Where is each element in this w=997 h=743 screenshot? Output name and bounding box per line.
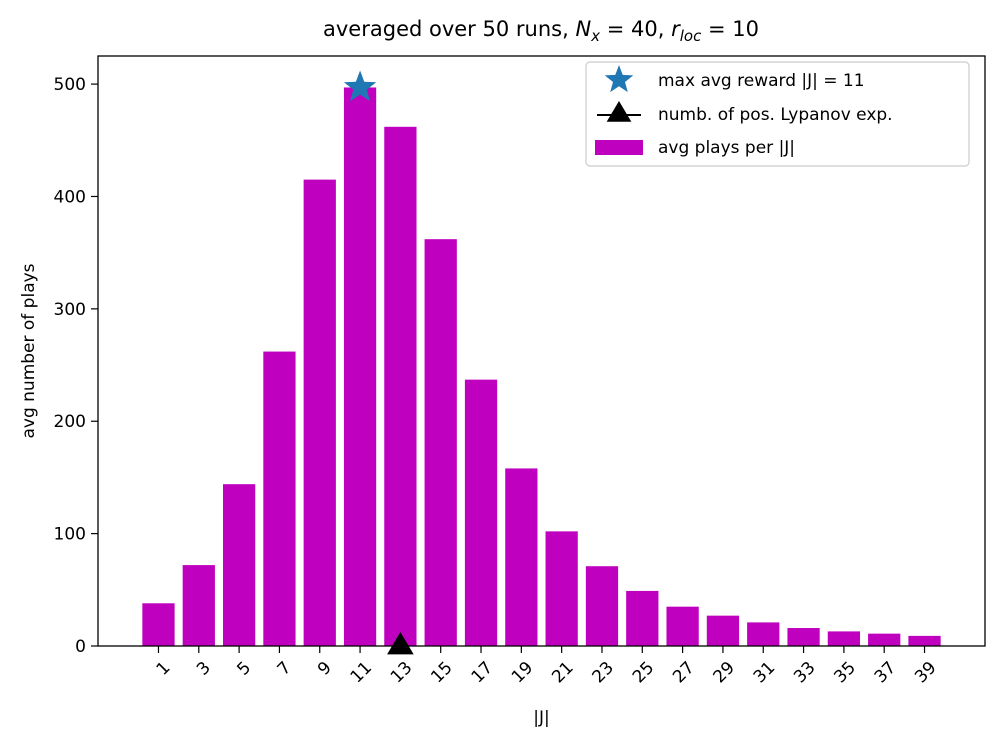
legend-bar-swatch <box>595 140 643 155</box>
x-tick-label: 9 <box>314 658 336 680</box>
bar <box>868 633 901 646</box>
bar <box>182 565 215 646</box>
title-separator: , <box>658 17 671 41</box>
bar <box>908 635 941 646</box>
title-math-symbol: r <box>671 17 681 41</box>
x-tick-label: 29 <box>710 658 739 687</box>
bar <box>384 126 417 647</box>
bar <box>706 615 740 646</box>
y-tick-label: 300 <box>54 300 86 320</box>
title-math-subscript: loc <box>680 27 702 45</box>
x-tick-label: 27 <box>669 658 698 687</box>
title-math-subscript: x <box>590 27 600 45</box>
bar <box>263 351 296 646</box>
x-tick-label: 15 <box>427 658 456 687</box>
bar <box>505 468 538 646</box>
bar <box>666 606 699 646</box>
legend-label-lyapunov: numb. of pos. Lypanov exp. <box>658 105 893 125</box>
x-tick-label: 21 <box>548 658 577 687</box>
y-tick-label: 200 <box>54 412 86 432</box>
x-tick-label: 37 <box>871 658 900 687</box>
bar <box>222 484 256 646</box>
x-tick-label: 25 <box>629 658 658 687</box>
x-tick-label: 23 <box>589 658 618 687</box>
x-tick-label: 39 <box>911 658 940 687</box>
bar <box>747 622 780 646</box>
x-tick-label: 33 <box>790 658 819 687</box>
legend: max avg reward |J| = 11 numb. of pos. Lyp… <box>585 61 970 167</box>
title-prefix: averaged over 50 runs, <box>323 17 575 41</box>
x-tick-label: 11 <box>347 658 376 687</box>
bars-group <box>142 87 941 647</box>
bar <box>787 628 820 646</box>
bar <box>424 239 457 646</box>
lyapunov-triangle-marker <box>387 632 414 655</box>
x-tick-label: 13 <box>387 658 416 687</box>
x-tick-label: 31 <box>750 658 779 687</box>
x-axis: 1 3 5 7 9 11 13 15 17 19 21 23 25 27 29 31 33 35 37 39 <box>153 646 941 687</box>
bar <box>827 631 861 646</box>
bar <box>585 566 619 646</box>
axes-frame <box>97 55 986 647</box>
legend-label-plays: avg plays per |J| <box>658 138 795 158</box>
x-axis-label: |J| <box>533 708 549 728</box>
max-reward-star-marker <box>343 70 377 102</box>
legend-box <box>585 61 970 167</box>
legend-label-max-reward: max avg reward |J| = 11 <box>658 71 865 91</box>
x-tick-label: 3 <box>193 658 215 680</box>
title-math-value: = 40 <box>600 17 658 41</box>
legend-star-icon <box>604 65 634 93</box>
bar <box>343 87 377 646</box>
x-tick-label: 17 <box>468 658 497 687</box>
bar <box>626 590 659 646</box>
x-tick-label: 19 <box>508 658 537 687</box>
y-tick-label: 500 <box>54 75 86 95</box>
x-tick-label: 35 <box>830 658 859 687</box>
bar <box>142 603 175 646</box>
chart-title: averaged over 50 runs, Nx = 40, rloc = 1… <box>323 17 759 45</box>
x-tick-label: 1 <box>153 658 175 680</box>
bar <box>303 179 336 646</box>
y-tick-label: 400 <box>54 187 86 207</box>
y-axis-label: avg number of plays <box>19 263 39 438</box>
bar <box>464 379 498 646</box>
y-axis: 0 100 200 300 400 500 <box>54 75 98 657</box>
x-tick-label: 7 <box>274 658 296 680</box>
y-tick-label: 0 <box>75 637 86 657</box>
title-math-symbol: N <box>575 17 591 41</box>
x-tick-label: 5 <box>233 658 255 680</box>
bar <box>545 531 578 646</box>
title-math-value: = 10 <box>701 17 759 41</box>
y-tick-label: 100 <box>54 525 86 545</box>
markers-group <box>343 70 414 655</box>
legend-triangle-icon <box>606 101 632 122</box>
